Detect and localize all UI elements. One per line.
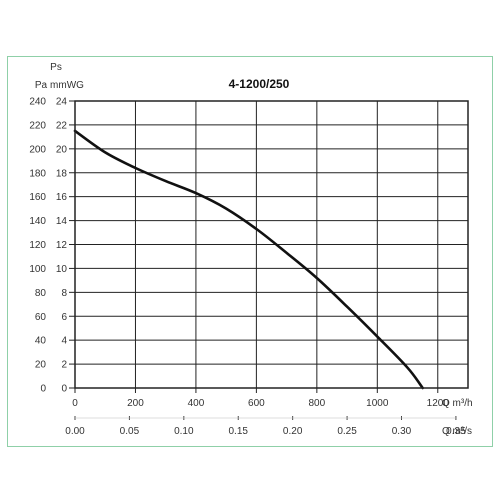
y-tick-label-mmwg: 16 [56,192,68,203]
y-tick-label-pa: 140 [29,216,46,227]
y-tick-label-mmwg: 22 [56,120,68,131]
y-tick-label-pa: 80 [35,288,47,299]
y-tick-label-pa: 40 [35,336,47,347]
y-tick-label-mmwg: 10 [56,264,68,275]
x-tick-label-m3h: 600 [248,398,265,409]
y-tick-label-pa: 200 [29,144,46,155]
x-tick-label-m3h: 0 [72,398,78,409]
y-tick-label-mmwg: 6 [61,312,67,323]
x-tick-label-m3s: 0.20 [283,426,303,437]
y-tick-label-pa: 120 [29,240,46,251]
y-label-ps: Ps [50,62,62,73]
y-tick-label-mmwg: 18 [56,168,68,179]
y-tick-label-pa: 220 [29,120,46,131]
y-tick-label-mmwg: 8 [61,288,67,299]
y-tick-label-pa: 100 [29,264,46,275]
y-tick-label-mmwg: 4 [61,336,67,347]
y-tick-label-mmwg: 14 [56,216,68,227]
x-tick-label-m3s: 0.30 [392,426,412,437]
plot-border [74,100,469,389]
x-tick-label-m3h: 200 [127,398,144,409]
x-tick-label-m3s: 0.15 [229,426,249,437]
y-tick-label-pa: 240 [29,97,46,108]
fan-curve-line [73,129,424,390]
chart-title: 4-1200/250 [229,77,290,91]
y-tick-label-pa: 180 [29,168,46,179]
y-tick-label-pa: 60 [35,312,47,323]
x-tick-label-m3s: 0.10 [174,426,194,437]
y-tick-label-mmwg: 2 [61,360,67,371]
series [73,129,424,390]
y-tick-label-pa: 160 [29,192,46,203]
y-tick-label-mmwg: 12 [56,240,68,251]
y-tick-label-mmwg: 20 [56,144,68,155]
x-tick-label-m3s: 0.05 [120,426,140,437]
x-tick-label-m3h: 400 [188,398,205,409]
y-unit-pa: Pa [35,80,48,91]
y-unit-mmwg: mmWG [50,80,84,91]
x-tick-label-m3h: 1200 [427,398,450,409]
chart-frame [7,56,493,447]
x-unit-m3s: Q m³/s [442,426,472,437]
y-tick-label-pa: 20 [35,360,47,371]
y-tick-label-pa: 0 [40,384,46,395]
x-tick-label-m3s: 0.25 [337,426,357,437]
x-tick-label-m3s: 0.00 [65,426,85,437]
x-tick-label-m3h: 1000 [366,398,389,409]
x-unit-m3h: Q m³/h [442,398,473,409]
x-tick-label-m3h: 800 [309,398,326,409]
y-tick-label-mmwg: 24 [56,97,68,108]
grid [69,100,468,420]
x-tick-label-m3s: 0.35 [446,426,466,437]
y-tick-label-mmwg: 0 [61,384,67,395]
